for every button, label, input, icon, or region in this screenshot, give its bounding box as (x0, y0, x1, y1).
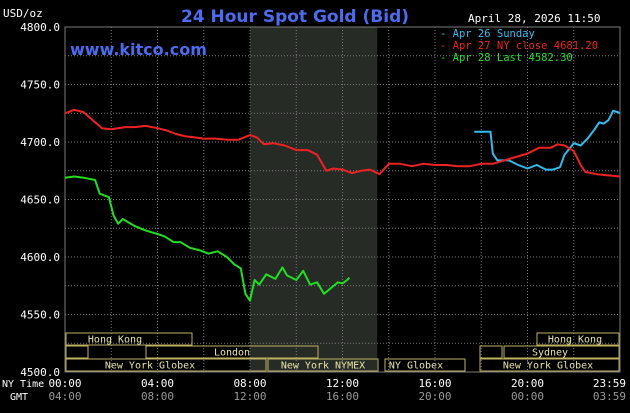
legend: - Apr 26 Sunday - Apr 27 NY close 4681.2… (440, 28, 598, 64)
session-box-london (145, 345, 319, 359)
series-layer (64, 108, 621, 302)
x-tick-label-gmt: 16:00 (326, 390, 359, 403)
x-tick-label-gmt: 00:00 (511, 390, 544, 403)
y-tick-label: 4550.0 (20, 309, 60, 322)
session-label-new-york-globex-right: New York Globex (503, 361, 593, 372)
y-tick-label: 4650.0 (20, 194, 60, 207)
x-tick-label-gmt: 04:00 (48, 390, 81, 403)
session-label-new-york-nymex: New York NYMEX (281, 361, 365, 372)
y-axis-ticks: 4500.0 4550.0 4600.0 4650.0 4700.0 4750.0 4800… (20, 21, 60, 379)
y-tick-label: 4500.0 (20, 366, 60, 379)
x-tick-label-ny: 16:00 (418, 377, 451, 390)
session-box-new-york-globex-right (479, 358, 620, 372)
session-box-hong-kong-left (65, 332, 193, 346)
series-line-3 (64, 175, 351, 302)
x-tick-label-ny: 04:00 (141, 377, 174, 390)
x-tick-label-ny: 23:59 (593, 377, 626, 390)
x-tick-label-gmt: 08:00 (141, 390, 174, 403)
session-label-ny-globex: NY Globex (389, 361, 443, 372)
x-tick-label-ny: 08:00 (233, 377, 266, 390)
y-tick-label: 4750.0 (20, 79, 60, 92)
x-axis-row1-label: NY Time (2, 379, 44, 390)
session-box-new-york-nymex (267, 358, 379, 372)
grid-lines (64, 26, 621, 373)
currency-label: USD/oz (3, 7, 43, 20)
x-tick-label-gmt: 20:00 (418, 390, 451, 403)
session-bars: Hong Kong London New York Globex New Yor… (65, 332, 620, 372)
session-box-ny-globex (384, 358, 466, 372)
x-tick-label-ny: 20:00 (511, 377, 544, 390)
nymex-highlight-band (250, 27, 378, 372)
y-tick-label: 4800.0 (20, 21, 60, 34)
website-watermark: www.kitco.com (70, 40, 207, 59)
x-tick-label-ny: 00:00 (48, 377, 81, 390)
session-label-hong-kong-left: Hong Kong (88, 335, 142, 346)
session-box-small-right (479, 345, 503, 359)
session-label-hong-kong-right: Hong Kong (548, 335, 602, 346)
x-tick-label-ny: 12:00 (326, 377, 359, 390)
series-line-2 (64, 108, 621, 178)
legend-item-ny-close: - Apr 27 NY close 4681.20 (440, 40, 598, 52)
session-box-small-left (65, 345, 89, 359)
x-tick-label-gmt: 12:00 (233, 390, 266, 403)
plot-border (64, 26, 621, 373)
session-label-london: London (214, 348, 250, 359)
session-box-sydney (503, 345, 620, 359)
session-box-hong-kong-right (536, 332, 620, 346)
session-label-new-york-globex-left: New York Globex (105, 361, 195, 372)
session-label-sydney: Sydney (532, 348, 568, 359)
timestamp: April 28, 2026 11:50 (468, 12, 600, 25)
x-axis-ticks: 00:0004:0004:0008:0008:0012:0012:0016:00… (48, 377, 626, 403)
x-axis-row2-label: GMT (10, 392, 28, 403)
y-tick-label: 4700.0 (20, 136, 60, 149)
y-tick-label: 4600.0 (20, 251, 60, 264)
legend-item-sunday: - Apr 26 Sunday (440, 28, 535, 40)
x-tick-label-gmt: 03:59 (593, 390, 626, 403)
chart-title: 24 Hour Spot Gold (Bid) (181, 7, 409, 27)
session-box-new-york-globex-left (65, 358, 267, 372)
legend-item-last: - Apr 28 Last 4582.30 (440, 52, 573, 64)
